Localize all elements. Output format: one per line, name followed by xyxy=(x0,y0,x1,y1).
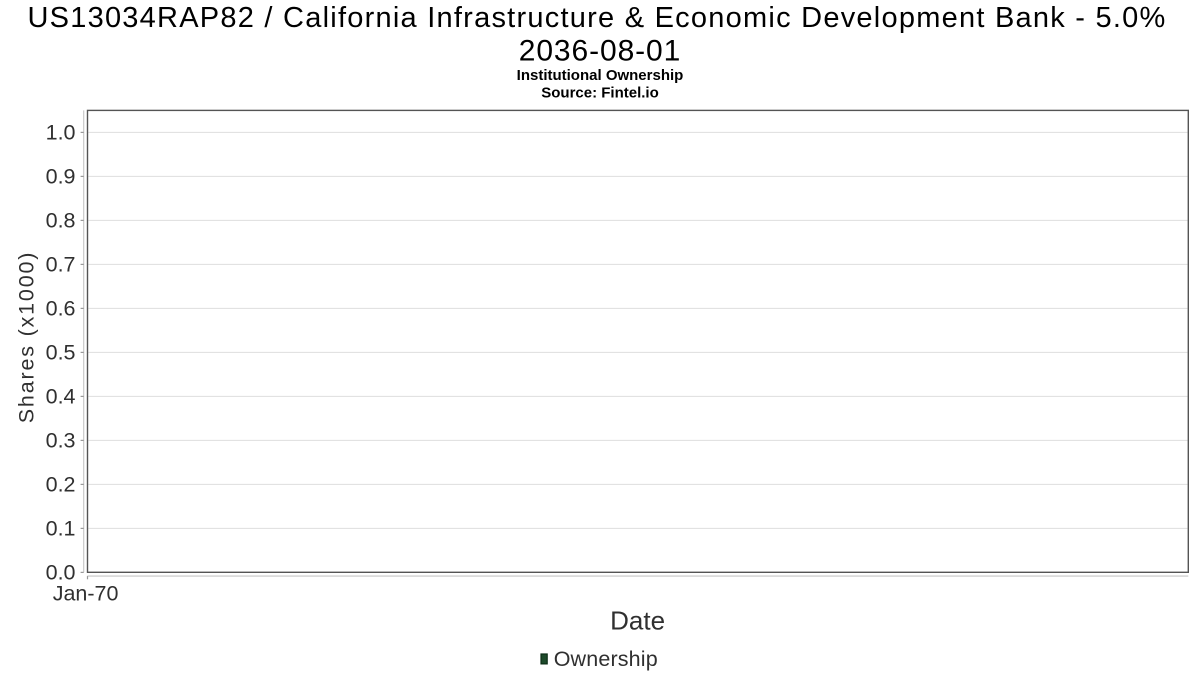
svg-text:0.7: 0.7 xyxy=(46,252,76,276)
svg-text:1.0: 1.0 xyxy=(46,120,76,144)
svg-text:US13034RAP82 / California Infr: US13034RAP82 / California Infrastructure… xyxy=(27,2,1166,34)
svg-text:0.4: 0.4 xyxy=(46,384,76,408)
svg-text:Institutional Ownership: Institutional Ownership xyxy=(517,67,684,84)
svg-text:Date: Date xyxy=(610,606,665,636)
svg-text:Jan-70: Jan-70 xyxy=(53,581,119,605)
svg-text:2036-08-01: 2036-08-01 xyxy=(519,35,681,68)
svg-text:Source: Fintel.io: Source: Fintel.io xyxy=(541,84,659,101)
svg-text:0.9: 0.9 xyxy=(46,164,76,188)
svg-text:0.1: 0.1 xyxy=(46,516,76,540)
svg-text:0.5: 0.5 xyxy=(46,340,76,364)
svg-text:0.6: 0.6 xyxy=(46,296,76,320)
svg-text:0.2: 0.2 xyxy=(46,472,76,496)
svg-text:Shares (x1000): Shares (x1000) xyxy=(15,251,39,423)
svg-text:0.8: 0.8 xyxy=(46,208,76,232)
svg-text:0.0: 0.0 xyxy=(46,560,76,584)
svg-text:0.3: 0.3 xyxy=(46,428,76,452)
svg-text:Ownership: Ownership xyxy=(554,647,658,671)
